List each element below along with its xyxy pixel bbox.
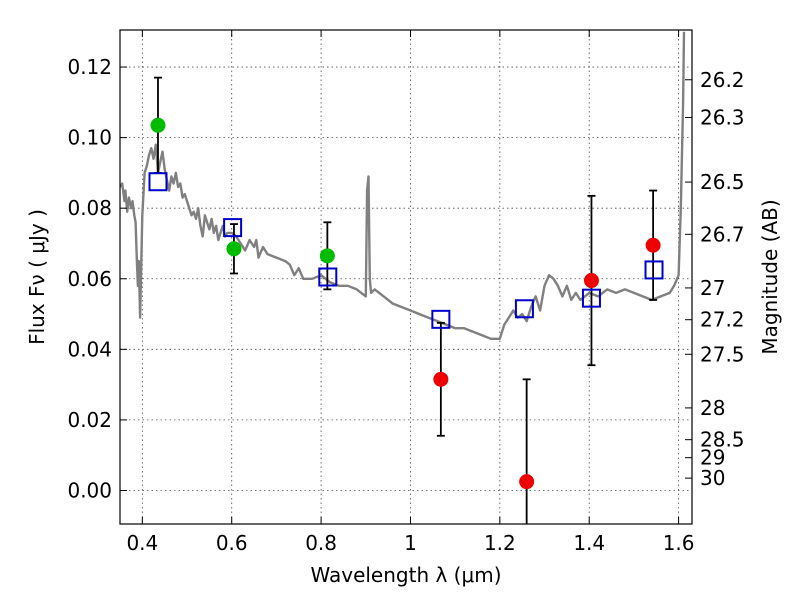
magnitude-tick-label: 28 (700, 396, 725, 420)
magnitude-tick-label: 28.5 (700, 428, 745, 452)
magnitude-tick-label: 26.2 (700, 68, 745, 92)
x-tick-label: 0.8 (305, 531, 337, 555)
y-axis-label: Flux Fν ( μJy ) (25, 209, 49, 345)
magnitude-tick-label: 27.5 (700, 342, 745, 366)
y-tick-label: 0.08 (67, 196, 112, 220)
x-axis-label: Wavelength λ (μm) (310, 563, 501, 587)
model-flux-square (318, 267, 338, 287)
model-flux-square (223, 218, 243, 238)
x-tick-label: 1.2 (484, 531, 516, 555)
magnitude-tick-label: 26.3 (700, 106, 745, 130)
magnitude-tick-label: 26.7 (700, 222, 745, 246)
observed-flux-point (226, 241, 242, 257)
observed-flux-point (433, 371, 449, 387)
model-flux-square (581, 288, 601, 308)
y2-axis-label: Magnitude (AB) (758, 199, 782, 354)
y-tick-label: 0.10 (67, 126, 112, 150)
x-tick-label: 1 (404, 531, 417, 555)
observed-flux-point (319, 248, 335, 264)
x-tick-label: 1.6 (663, 531, 695, 555)
observed-flux-point (583, 273, 599, 289)
model-flux-square (514, 299, 534, 319)
x-tick-label: 0.6 (216, 531, 248, 555)
model-flux-square (644, 260, 664, 280)
observed-flux-point (645, 237, 661, 253)
model-flux-square (148, 172, 168, 192)
y-tick-label: 0.04 (67, 337, 112, 361)
grid-lines (120, 30, 692, 524)
plot-frame (119, 29, 693, 525)
axis-ticks: 0.4 0.6 0.8 1 1.2 1.4 1.6 0.00 0.02 0.04 0.06 0.08 0… (67, 30, 745, 555)
y-tick-label: 0.12 (67, 55, 112, 79)
magnitude-tick-label: 27 (700, 276, 725, 300)
magnitude-tick-label: 27.2 (700, 308, 745, 332)
x-tick-label: 1.4 (573, 531, 605, 555)
observed-flux-point (150, 117, 166, 133)
y-tick-label: 0.06 (67, 267, 112, 291)
magnitude-tick-label: 30 (700, 466, 725, 490)
y-tick-label: 0.00 (67, 478, 112, 502)
x-tick-label: 0.4 (126, 531, 158, 555)
y-tick-label: 0.02 (67, 408, 112, 432)
magnitude-tick-label: 26.5 (700, 170, 745, 194)
data-layer (120, 31, 686, 524)
magnitude-tick-label: 29 (700, 446, 725, 470)
observed-flux-point (519, 474, 535, 490)
model-flux-square (431, 309, 451, 329)
